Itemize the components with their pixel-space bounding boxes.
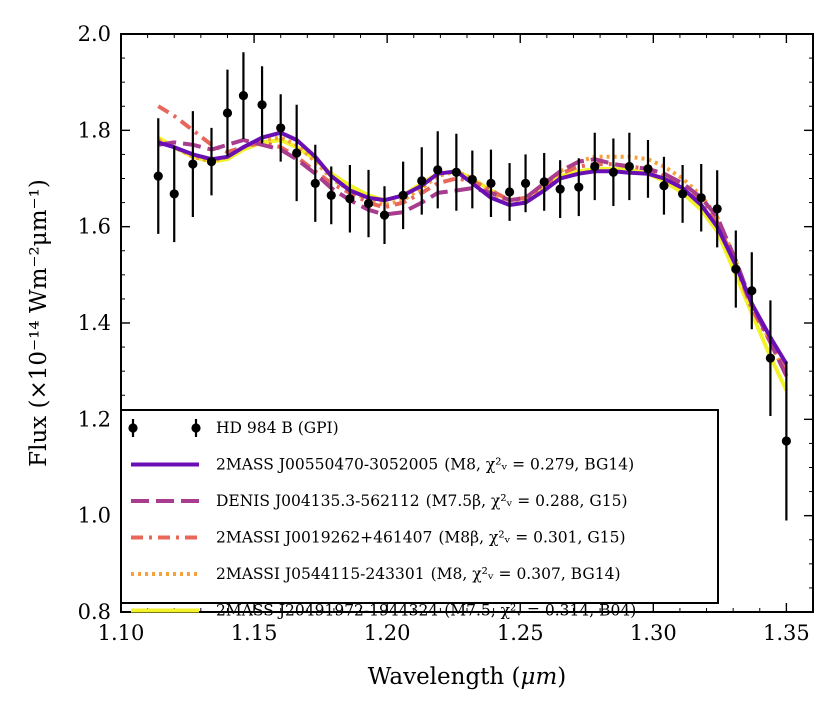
data-point bbox=[433, 165, 443, 175]
legend-label-1: DENIS J004135.3-562112 (M7.5β, χ²ᵥ = 0.28… bbox=[216, 492, 628, 510]
legend-series-desc: (M7.5β, χ²ᵥ = 0.288, G15) bbox=[426, 492, 628, 510]
data-point bbox=[206, 157, 217, 167]
x-tick-label: 1.25 bbox=[497, 621, 544, 645]
data-point bbox=[153, 171, 163, 181]
y-tick-label: 1.4 bbox=[78, 311, 111, 335]
legend-series-name: DENIS J004135.3-562112 bbox=[216, 492, 420, 510]
data-point bbox=[398, 190, 408, 200]
legend-label-2: 2MASSI J0019262+461407 (M8β, χ²ᵥ = 0.301,… bbox=[216, 529, 626, 547]
data-point bbox=[326, 190, 336, 200]
legend-series-desc: (M8, χ²ᵥ = 0.279, BG14) bbox=[444, 456, 634, 474]
data-point bbox=[659, 181, 669, 191]
legend-series-name: 2MASS J00550470-3052005 bbox=[216, 456, 438, 474]
y-axis-label: Flux (×10⁻¹⁴ Wm⁻²μm⁻¹) bbox=[26, 179, 52, 467]
data-point bbox=[345, 194, 355, 204]
data-point bbox=[486, 178, 496, 188]
y-tick-label: 1.6 bbox=[78, 215, 111, 239]
data-point bbox=[624, 161, 634, 172]
x-axis-label-unit: μm bbox=[521, 664, 558, 690]
x-axis-label-end: ) bbox=[557, 664, 566, 690]
legend-series-desc: (M8, χ²ᵥ = 0.307, BG14) bbox=[431, 565, 621, 583]
data-point bbox=[555, 184, 565, 194]
legend-series-desc: (M8β, χ²ᵥ = 0.301, G15) bbox=[438, 529, 625, 547]
data-point bbox=[417, 176, 427, 186]
y-tick-label: 1.8 bbox=[78, 118, 111, 142]
x-tick-label: 1.10 bbox=[98, 621, 145, 645]
y-tick-label: 1.0 bbox=[78, 504, 111, 528]
legend-label-4: 2MASS J20491972-1944324 (M7.5, χ²ᵥ = 0.31… bbox=[216, 602, 636, 620]
data-point bbox=[677, 189, 688, 199]
data-point bbox=[222, 108, 233, 118]
x-axis-label: Wavelength (μm) bbox=[368, 664, 567, 690]
x-tick-label: 1.20 bbox=[364, 621, 411, 645]
data-point bbox=[379, 210, 390, 220]
data-point bbox=[467, 174, 477, 185]
data-point bbox=[520, 178, 531, 188]
legend-box bbox=[120, 409, 719, 604]
data-point bbox=[188, 159, 198, 169]
data-point bbox=[643, 164, 653, 174]
data-point bbox=[608, 167, 618, 177]
x-tick-label: 1.30 bbox=[630, 621, 677, 645]
data-point bbox=[765, 353, 776, 363]
x-tick-label: 1.35 bbox=[763, 621, 810, 645]
data-point bbox=[276, 123, 286, 133]
legend-label-3: 2MASSI J0544115-243301 (M8, χ²ᵥ = 0.307, … bbox=[216, 565, 621, 583]
legend-series-name: 2MASS J20491972-1944324 bbox=[216, 602, 438, 620]
legend-marker bbox=[191, 423, 201, 433]
data-point bbox=[574, 182, 584, 192]
tick-labels: 1.10 1.15 1.20 1.25 1.30 1.35 0.8 1.0 1.2 1.4 1.6 1… bbox=[78, 22, 810, 645]
legend-series-name: 2MASSI J0544115-243301 bbox=[216, 565, 425, 583]
data-point bbox=[169, 189, 179, 199]
data-point bbox=[257, 100, 267, 110]
x-axis-label-main: Wavelength ( bbox=[368, 664, 521, 690]
data-point bbox=[363, 198, 374, 209]
legend-series-name: 2MASSI J0019262+461407 bbox=[216, 529, 432, 547]
y-tick-label: 0.8 bbox=[78, 600, 111, 624]
legend: HD 984 B (GPI) 2MASS J00550470-3052005 (M8… bbox=[120, 409, 719, 620]
data-point bbox=[238, 91, 249, 101]
data-point bbox=[539, 177, 549, 187]
data-point bbox=[731, 264, 741, 274]
data-point bbox=[310, 178, 320, 188]
data-point bbox=[781, 436, 791, 446]
y-tick-label: 1.2 bbox=[78, 407, 111, 431]
data-point bbox=[504, 187, 515, 197]
data-point bbox=[292, 148, 302, 158]
plot-frame bbox=[120, 33, 814, 613]
y-tick-label: 2.0 bbox=[78, 22, 111, 46]
data-point bbox=[696, 193, 706, 203]
legend-series-desc: (M7.5, χ²ᵥ = 0.314, B04) bbox=[444, 602, 636, 620]
data-point bbox=[451, 167, 461, 177]
legend-marker bbox=[128, 423, 138, 433]
legend-label-observed: HD 984 B (GPI) bbox=[216, 419, 339, 437]
observed-points-layer bbox=[153, 52, 791, 521]
data-point bbox=[590, 161, 600, 172]
data-point bbox=[712, 204, 722, 214]
x-tick-label: 1.15 bbox=[231, 621, 278, 645]
data-point bbox=[747, 286, 757, 296]
legend-label-0: 2MASS J00550470-3052005 (M8, χ²ᵥ = 0.279,… bbox=[216, 456, 634, 474]
